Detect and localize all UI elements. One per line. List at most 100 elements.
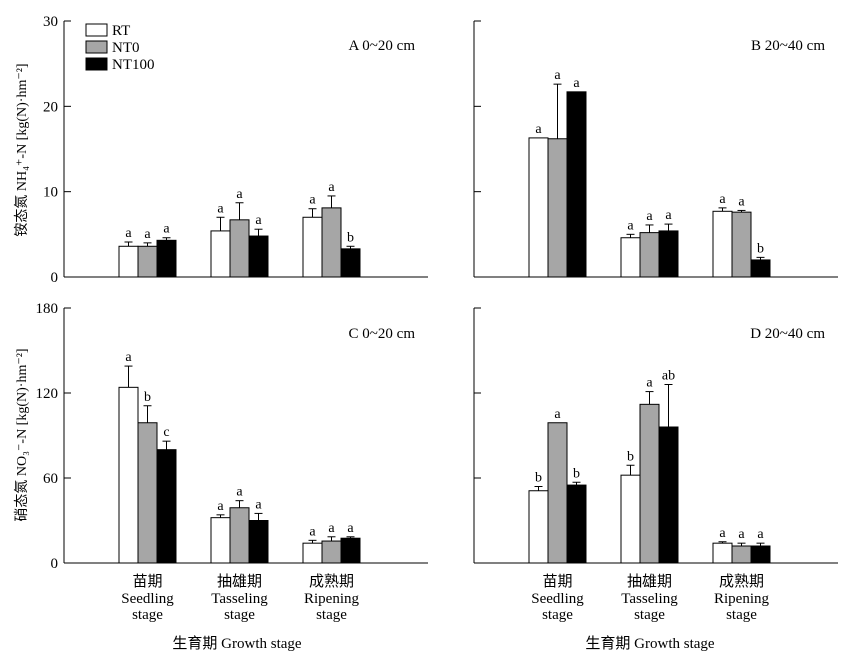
significance-letter: a (217, 499, 224, 514)
bar (137, 422, 158, 564)
x-axis-label-left: 生育期 Growth stage (172, 635, 301, 652)
category-label-en: stage (224, 607, 255, 623)
category-label-cn: 成熟期 (719, 573, 764, 590)
y-tick-label: 30 (43, 14, 58, 30)
bar (547, 138, 568, 278)
bar (302, 542, 323, 564)
significance-letter: a (125, 226, 132, 241)
bar (566, 484, 587, 564)
legend-swatch (85, 57, 108, 71)
bar (321, 540, 342, 564)
y-tick-label: 180 (36, 301, 59, 317)
significance-letter: ab (662, 369, 675, 384)
category-label-cn: 苗期 (542, 573, 572, 590)
bar (712, 542, 733, 564)
significance-letter: a (646, 376, 653, 391)
significance-letter: a (236, 485, 243, 500)
significance-letter: b (144, 390, 151, 405)
significance-letter: b (757, 241, 764, 256)
significance-letter: a (144, 227, 151, 242)
y-axis-label-bottom: 硝态氮 NO₃⁻-N [kg(N)·hm⁻²] (14, 348, 30, 521)
significance-letter: c (163, 425, 169, 440)
bar (321, 207, 342, 278)
category-label-en: Tasseling (211, 591, 268, 607)
bar (639, 403, 660, 564)
significance-letter: a (535, 122, 542, 137)
category-label-cn: 抽雄期 (217, 573, 262, 590)
significance-letter: b (347, 230, 354, 245)
bar (248, 235, 269, 278)
category-label-cn: 成熟期 (309, 573, 354, 590)
significance-letter: a (255, 497, 262, 512)
panel-label: B 20~40 cm (751, 38, 825, 54)
significance-letter: a (646, 209, 653, 224)
bar (750, 545, 771, 564)
bar (210, 517, 231, 564)
significance-letter: a (719, 192, 726, 207)
category-label-en: Seedling (531, 591, 584, 607)
bar (658, 230, 679, 278)
category-label-en: stage (634, 607, 665, 623)
bar (248, 520, 269, 564)
significance-letter: b (573, 466, 580, 481)
significance-letter: b (627, 449, 634, 464)
y-tick-label: 60 (43, 471, 58, 487)
bar (712, 210, 733, 278)
x-axis-label-right: 生育期 Growth stage (585, 635, 714, 652)
bar (340, 248, 361, 278)
significance-letter: a (328, 521, 335, 536)
significance-letter: a (217, 201, 224, 216)
bar (658, 426, 679, 564)
bar (620, 237, 641, 278)
y-tick-label: 20 (43, 99, 58, 115)
category-label-cn: 抽雄期 (627, 573, 672, 590)
significance-letter: a (236, 187, 243, 202)
bar (302, 216, 323, 278)
y-tick-label: 120 (36, 386, 59, 402)
panel-d: D 20~40 cmbbaaaababa苗期Seedlingstage抽雄期Ta… (473, 307, 838, 623)
legend-label: RT (112, 23, 130, 39)
significance-letter: a (757, 527, 764, 542)
bar (731, 545, 752, 564)
significance-letter: a (163, 222, 170, 237)
bar (229, 507, 250, 564)
category-label-en: Seedling (121, 591, 174, 607)
significance-letter: a (309, 524, 316, 539)
bar (639, 232, 660, 278)
significance-letter: a (125, 350, 132, 365)
legend-label: NT100 (112, 57, 155, 73)
significance-letter: a (328, 180, 335, 195)
significance-letter: a (719, 526, 726, 541)
bar (750, 259, 771, 278)
legend-swatch (85, 40, 108, 54)
significance-letter: a (309, 193, 316, 208)
bar (547, 422, 568, 564)
significance-letter: a (665, 208, 672, 223)
significance-letter: a (554, 68, 561, 83)
panel-label: C 0~20 cm (349, 326, 416, 342)
y-axis-label-top: 铵态氮 NH₄⁺-N [kg(N)·hm⁻²] (14, 63, 30, 236)
category-label-en: stage (542, 607, 573, 623)
category-label-cn: 苗期 (132, 573, 162, 590)
significance-letter: a (627, 218, 634, 233)
bar (340, 537, 361, 564)
bar (210, 230, 231, 278)
bar (137, 245, 158, 278)
legend-label: NT0 (112, 40, 140, 56)
category-label-en: stage (132, 607, 163, 623)
significance-letter: a (347, 521, 354, 536)
significance-letter: a (255, 213, 262, 228)
bar (229, 219, 250, 278)
category-label-en: stage (726, 607, 757, 623)
bar (620, 474, 641, 564)
bar (528, 137, 549, 278)
category-label-en: Ripening (304, 591, 359, 607)
bar (156, 449, 177, 564)
category-label-en: Tasseling (621, 591, 678, 607)
category-label-en: stage (316, 607, 347, 623)
